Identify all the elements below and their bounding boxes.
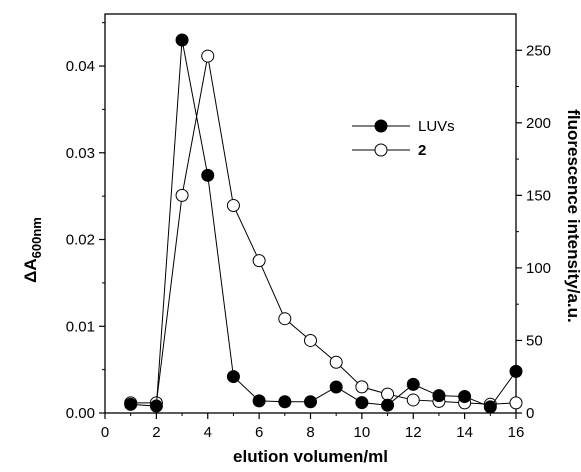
series-line-2 — [130, 55, 517, 405]
data-point-2 — [278, 312, 292, 326]
data-point-luvs — [201, 168, 215, 182]
data-point-luvs — [304, 395, 317, 409]
x-tick-label: 8 — [306, 424, 314, 441]
data-point-luvs — [355, 396, 369, 410]
data-point-2 — [304, 333, 317, 347]
data-point-luvs — [124, 397, 138, 411]
data-point-2 — [509, 396, 523, 410]
data-point-2 — [329, 355, 343, 369]
left-axis-title-main: ΔA — [21, 258, 40, 283]
y-right-tick-label: 100 — [526, 260, 551, 277]
y-left-tick-label: 0.03 — [66, 145, 95, 162]
legend-label-2: 2 — [418, 142, 426, 159]
y-left-tick-label: 0.01 — [66, 318, 95, 335]
data-point-luvs — [149, 399, 163, 413]
data-point-2 — [252, 254, 266, 268]
plot-frame — [104, 13, 517, 414]
data-point-luvs — [509, 364, 523, 378]
y-right-tick-label: 200 — [526, 115, 551, 132]
data-point-luvs — [483, 400, 497, 414]
series-line-luvs — [130, 39, 517, 408]
y-right-tick-label: 150 — [526, 187, 551, 204]
data-point-luvs — [252, 394, 266, 408]
ticks-layer: 0 2 4 6 8 10 12 14 16 0.00 0.01 0.02 0.03 0.04 0 50 100 1… — [66, 22, 551, 441]
y-right-tick-label: 250 — [526, 42, 551, 59]
legend-marker-2 — [374, 143, 388, 157]
x-tick-label: 2 — [152, 424, 160, 441]
x-tick-label: 14 — [456, 424, 473, 441]
data-point-luvs — [458, 390, 472, 404]
svg-text:ΔA600nm: ΔA600nm — [21, 217, 44, 283]
x-tick-label: 10 — [354, 424, 371, 441]
data-point-luvs — [278, 395, 292, 409]
y-left-tick-label: 0.04 — [66, 58, 95, 75]
x-tick-label: 16 — [508, 424, 525, 441]
left-axis-title-sub: 600nm — [29, 217, 44, 258]
data-point-2 — [226, 199, 240, 213]
legend-label-luvs: LUVs — [418, 118, 455, 135]
data-point-2 — [175, 188, 189, 202]
x-tick-label: 4 — [204, 424, 212, 441]
x-axis-title: elution volumen/ml — [233, 447, 388, 466]
data-point-luvs — [329, 380, 343, 394]
data-point-luvs — [406, 377, 420, 391]
legend-marker-luvs — [374, 119, 388, 133]
data-point-2 — [381, 387, 395, 401]
data-point-luvs — [175, 33, 189, 47]
y-right-tick-label: 0 — [526, 405, 534, 422]
x-tick-label: 12 — [405, 424, 422, 441]
data-point-2 — [201, 49, 215, 63]
data-point-2 — [355, 380, 369, 394]
data-point-luvs — [381, 398, 395, 412]
legend: LUVs 2 — [352, 118, 455, 159]
right-axis-title: fluorescence intensity/a.u. — [564, 109, 581, 323]
series-layer — [124, 33, 523, 414]
data-point-2 — [406, 393, 420, 407]
x-tick-label: 0 — [101, 424, 109, 441]
y-right-tick-label: 50 — [526, 332, 543, 349]
y-left-tick-label: 0.00 — [66, 405, 95, 422]
data-point-luvs — [432, 389, 446, 403]
y-left-tick-label: 0.02 — [66, 232, 95, 249]
data-point-luvs — [226, 370, 240, 384]
left-axis-title: ΔA600nm — [21, 217, 44, 283]
x-tick-label: 6 — [255, 424, 263, 441]
